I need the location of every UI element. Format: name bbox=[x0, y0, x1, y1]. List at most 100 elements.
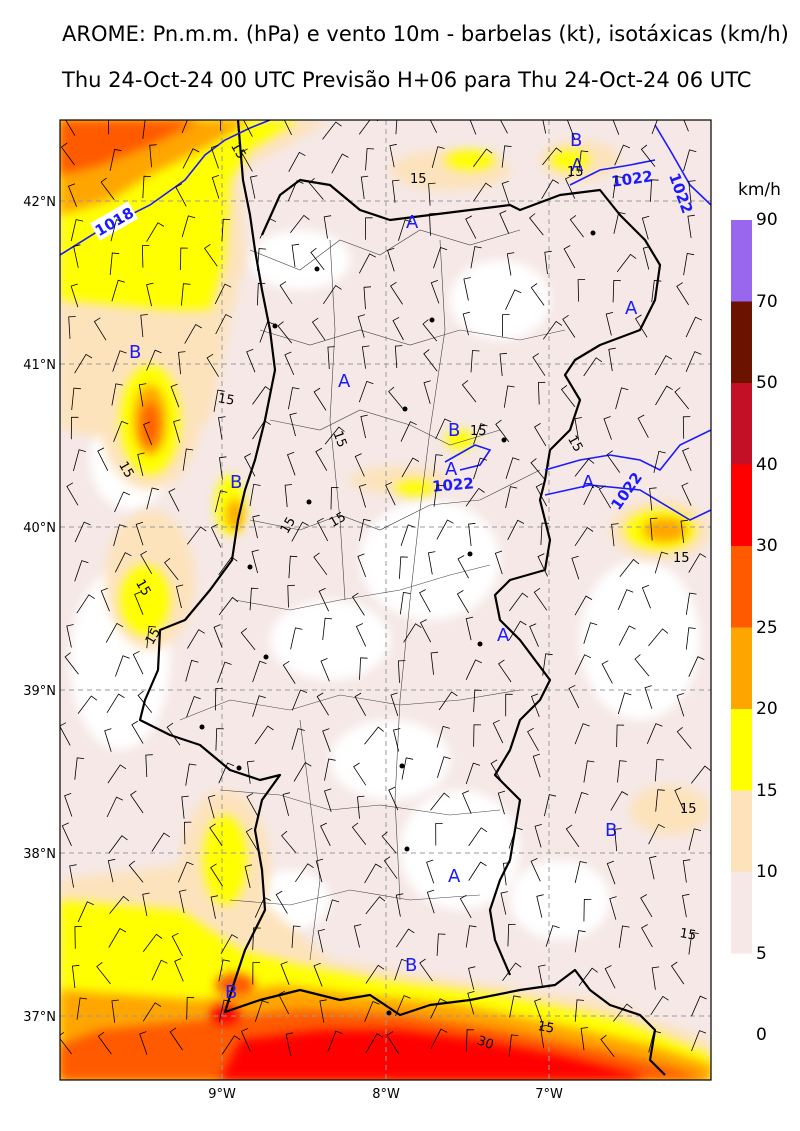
wind-barb bbox=[601, 660, 613, 684]
wind-barb bbox=[670, 961, 685, 985]
wind-barb bbox=[430, 1028, 448, 1049]
wind-barb bbox=[210, 524, 222, 548]
wind-barb bbox=[357, 553, 367, 578]
wind-barb bbox=[398, 219, 412, 241]
wind-barb bbox=[685, 592, 697, 615]
wind-barb bbox=[574, 526, 594, 547]
wind-barb bbox=[313, 552, 328, 576]
wind-barb bbox=[178, 351, 186, 375]
wind-barb bbox=[534, 998, 543, 1022]
wind-barb bbox=[244, 864, 252, 888]
wind-barb bbox=[112, 350, 127, 372]
wind-barb bbox=[508, 620, 527, 641]
wind-barb bbox=[364, 1000, 380, 1023]
wind-barb bbox=[359, 657, 368, 680]
wind-barb bbox=[574, 930, 586, 953]
wind-barb bbox=[401, 757, 414, 780]
wind-barb bbox=[313, 387, 327, 411]
wind-barb bbox=[254, 1000, 269, 1022]
wind-barb bbox=[279, 281, 293, 305]
wind-barb bbox=[137, 452, 145, 476]
colorbar-swatch bbox=[731, 383, 752, 465]
wind-barb bbox=[284, 484, 293, 508]
wind-barb bbox=[146, 349, 162, 371]
wind-barb bbox=[323, 788, 332, 813]
wind-barb bbox=[683, 149, 697, 172]
wind-barb bbox=[308, 177, 324, 200]
isobar-label: 1022 bbox=[610, 167, 654, 191]
wind-barb bbox=[641, 924, 653, 948]
wind-barb bbox=[93, 317, 107, 341]
pressure-centre: A bbox=[497, 625, 510, 646]
wind-barb bbox=[574, 595, 593, 616]
pressure-centre: B bbox=[129, 342, 141, 363]
wind-barb bbox=[66, 482, 79, 506]
colorbar-swatch bbox=[731, 464, 752, 546]
wind-barb bbox=[613, 211, 626, 234]
colorbar-swatch bbox=[731, 220, 752, 302]
wind-barb bbox=[637, 414, 649, 438]
wind-barb bbox=[294, 863, 314, 883]
forecast-validity: Thu 24-Oct-24 00 UTC Previsão H+06 para … bbox=[62, 68, 752, 92]
wind-barb bbox=[634, 654, 650, 677]
wind-barb bbox=[187, 629, 205, 649]
wind-barb bbox=[315, 447, 328, 471]
wind-barb bbox=[354, 692, 367, 716]
wind-barb bbox=[219, 456, 227, 480]
wind-barb bbox=[530, 458, 546, 481]
wind-barb bbox=[505, 486, 518, 509]
wind-barb bbox=[218, 762, 235, 784]
colorbar-swatch bbox=[731, 627, 752, 709]
wind-barb bbox=[69, 864, 77, 888]
wind-barb bbox=[619, 558, 640, 578]
wind-barb bbox=[61, 822, 72, 846]
wind-barb bbox=[289, 412, 297, 437]
wind-barb bbox=[218, 556, 238, 576]
wind-barb bbox=[499, 210, 510, 234]
wind-barb bbox=[399, 592, 411, 615]
wind-barb bbox=[185, 659, 199, 682]
wind-barb bbox=[388, 386, 404, 409]
wind-barb bbox=[360, 414, 368, 439]
wind-barb bbox=[392, 179, 400, 203]
lat-tick-label: 39°N bbox=[23, 684, 56, 699]
wind-barb bbox=[287, 180, 304, 202]
wind-barb bbox=[674, 387, 690, 410]
wind-barb bbox=[634, 314, 648, 338]
wind-barb bbox=[365, 1033, 384, 1054]
isotach-label: 15 bbox=[680, 802, 697, 817]
lon-tick-label: 9°W bbox=[208, 1087, 236, 1102]
wind-barb bbox=[646, 723, 663, 744]
wind-barb bbox=[218, 596, 239, 616]
wind-barb bbox=[97, 447, 109, 471]
wind-barb bbox=[106, 693, 125, 714]
wind-barb bbox=[506, 252, 515, 276]
wind-barb bbox=[184, 323, 202, 344]
pressure-centre: B bbox=[230, 472, 242, 493]
isobar-label: 1022 bbox=[431, 474, 474, 496]
wind-barb bbox=[221, 1035, 241, 1055]
wind-barb bbox=[214, 490, 228, 513]
wind-barb bbox=[613, 1003, 633, 1022]
wind-barb bbox=[461, 380, 477, 403]
wind-barb bbox=[210, 895, 219, 919]
wind-barb bbox=[600, 1034, 615, 1058]
cities bbox=[199, 230, 596, 1016]
wind-barb bbox=[182, 148, 200, 169]
wind-barb bbox=[131, 720, 144, 744]
wind-barb bbox=[650, 517, 658, 541]
wind-barb bbox=[565, 824, 580, 848]
wind-barb bbox=[644, 685, 653, 709]
wind-barb bbox=[562, 314, 576, 338]
wind-barb bbox=[284, 351, 295, 376]
wind-barb bbox=[175, 584, 184, 609]
wind-barb bbox=[642, 246, 651, 270]
wind-barb bbox=[96, 961, 111, 985]
wind-barb bbox=[430, 792, 450, 811]
wind-barb bbox=[363, 286, 372, 310]
wind-barb bbox=[618, 925, 630, 948]
wind-barb bbox=[426, 859, 435, 884]
wind-barb bbox=[310, 247, 325, 271]
wind-barb bbox=[583, 357, 603, 377]
wind-barb bbox=[530, 858, 541, 882]
